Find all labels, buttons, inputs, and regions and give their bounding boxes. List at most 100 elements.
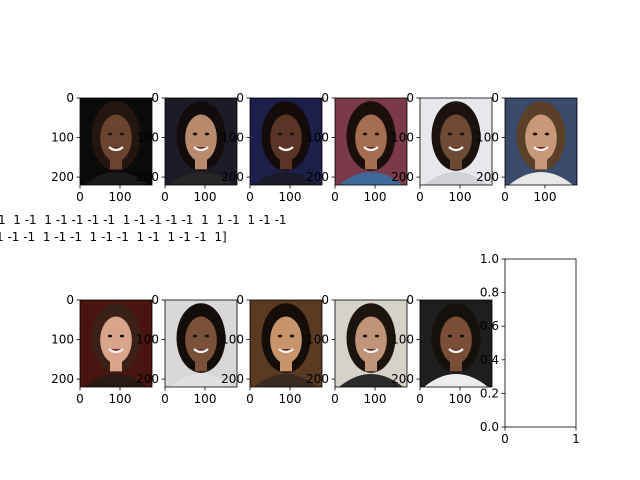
y-tick-label: 0.4 xyxy=(480,353,499,367)
y-tick-label: 0 xyxy=(151,91,159,105)
portrait-image xyxy=(335,98,407,185)
axes-frame xyxy=(164,299,238,388)
x-tick-label: 0 xyxy=(76,190,84,204)
portrait-face xyxy=(355,316,387,364)
portrait-shoulders xyxy=(254,171,318,185)
portrait-eye xyxy=(204,334,210,338)
x-tick-label: 100 xyxy=(109,392,132,406)
portrait-eye xyxy=(362,132,368,136)
portrait-eye xyxy=(192,334,198,338)
portrait-face xyxy=(525,114,557,162)
image-panel-2: 0 100 0 100 200 xyxy=(136,91,238,204)
axes-frame xyxy=(249,299,323,388)
y-tick-label: 100 xyxy=(391,333,414,347)
y-tick-label: 0 xyxy=(236,293,244,307)
y-tick-label: 0 xyxy=(236,91,244,105)
portrait-eye xyxy=(277,334,283,338)
portrait-smile xyxy=(278,146,294,152)
y-tick-label: 200 xyxy=(476,170,499,184)
portrait-face xyxy=(355,114,387,162)
portrait-shoulders xyxy=(84,171,148,185)
image-panel-1: 0 100 0 100 200 xyxy=(51,91,153,204)
x-tick-label: 100 xyxy=(279,190,302,204)
portrait-face xyxy=(100,114,132,162)
portrait-smile xyxy=(193,146,209,152)
portrait-eye xyxy=(204,132,210,136)
x-tick-label: 0 xyxy=(416,190,424,204)
x-tick-label: 100 xyxy=(279,392,302,406)
portrait-smile xyxy=(278,348,294,354)
y-tick-label: 100 xyxy=(51,333,74,347)
portrait-smile xyxy=(108,146,124,152)
portrait-image xyxy=(250,98,322,185)
y-tick-label: 0 xyxy=(321,293,329,307)
portrait-image xyxy=(250,300,322,387)
y-tick-label: 100 xyxy=(306,131,329,145)
empty-axes-panel: 0 1 0.0 0.2 0.4 0.6 0.8 1.0 xyxy=(480,252,580,446)
portrait-eye xyxy=(459,334,465,338)
y-tick-label: 0.8 xyxy=(480,286,499,300)
axes-frame xyxy=(79,299,153,388)
y-tick-label: 0 xyxy=(66,91,74,105)
portrait-image xyxy=(165,300,237,387)
label-text-line-2: 1 -1 -1 1 -1 -1 1 -1 -1 1 -1 1 -1 -1 1] xyxy=(0,230,227,244)
y-tick-label: 200 xyxy=(221,372,244,386)
portrait-image xyxy=(165,98,237,185)
empty-axes-frame xyxy=(504,258,577,428)
portrait-eye xyxy=(277,132,283,136)
y-tick-label: 100 xyxy=(221,131,244,145)
portrait-smile xyxy=(363,348,379,354)
portrait-shoulders xyxy=(254,373,318,387)
portrait-eye xyxy=(192,132,198,136)
portrait-face xyxy=(185,316,217,364)
axes-frame xyxy=(79,97,153,186)
portrait-image xyxy=(505,98,577,185)
x-tick-label: 0 xyxy=(331,190,339,204)
portrait-smile xyxy=(448,348,464,354)
portrait-eye xyxy=(107,132,113,136)
portrait-eye xyxy=(374,132,380,136)
y-tick-label: 200 xyxy=(136,372,159,386)
y-tick-label: 100 xyxy=(391,131,414,145)
x-tick-label: 100 xyxy=(534,190,557,204)
y-tick-label: 100 xyxy=(136,131,159,145)
y-tick-label: 200 xyxy=(51,372,74,386)
portrait-smile xyxy=(533,146,549,152)
image-panel-10: 0 100 0 100 200 xyxy=(306,293,408,406)
portrait-shoulders xyxy=(424,373,488,387)
portrait-eye xyxy=(374,334,380,338)
y-tick-label: 200 xyxy=(51,170,74,184)
x-tick-label: 100 xyxy=(109,190,132,204)
y-tick-label: 0 xyxy=(151,293,159,307)
label-text-line-1: 1 1 -1 1 -1 -1 -1 -1 1 -1 -1 -1 -1 1 1 -… xyxy=(0,213,287,227)
portrait-shoulders xyxy=(424,171,488,185)
portrait-shoulders xyxy=(169,171,233,185)
x-tick-label: 100 xyxy=(364,190,387,204)
portrait-eye xyxy=(119,132,125,136)
image-panel-11: 0 100 0 100 200 xyxy=(391,293,493,406)
x-tick-label: 100 xyxy=(364,392,387,406)
portrait-image xyxy=(420,98,492,185)
portrait-eye xyxy=(532,132,538,136)
axes-frame xyxy=(419,97,493,186)
y-tick-label: 100 xyxy=(476,131,499,145)
x-tick-label: 0 xyxy=(331,392,339,406)
portrait-image xyxy=(420,300,492,387)
x-tick-label: 0 xyxy=(76,392,84,406)
axes-frame xyxy=(249,97,323,186)
y-tick-label: 200 xyxy=(391,372,414,386)
y-tick-label: 0 xyxy=(406,91,414,105)
x-tick-label: 0 xyxy=(246,392,254,406)
portrait-eye xyxy=(544,132,550,136)
y-tick-label: 1.0 xyxy=(480,252,499,266)
portrait-shoulders xyxy=(169,373,233,387)
portrait-face xyxy=(270,114,302,162)
y-tick-label: 200 xyxy=(221,170,244,184)
portrait-smile xyxy=(193,348,209,354)
y-tick-label: 200 xyxy=(306,372,329,386)
image-panel-6: 0 100 0 100 200 xyxy=(476,91,578,204)
portrait-eye xyxy=(289,132,295,136)
portrait-image xyxy=(335,300,407,387)
